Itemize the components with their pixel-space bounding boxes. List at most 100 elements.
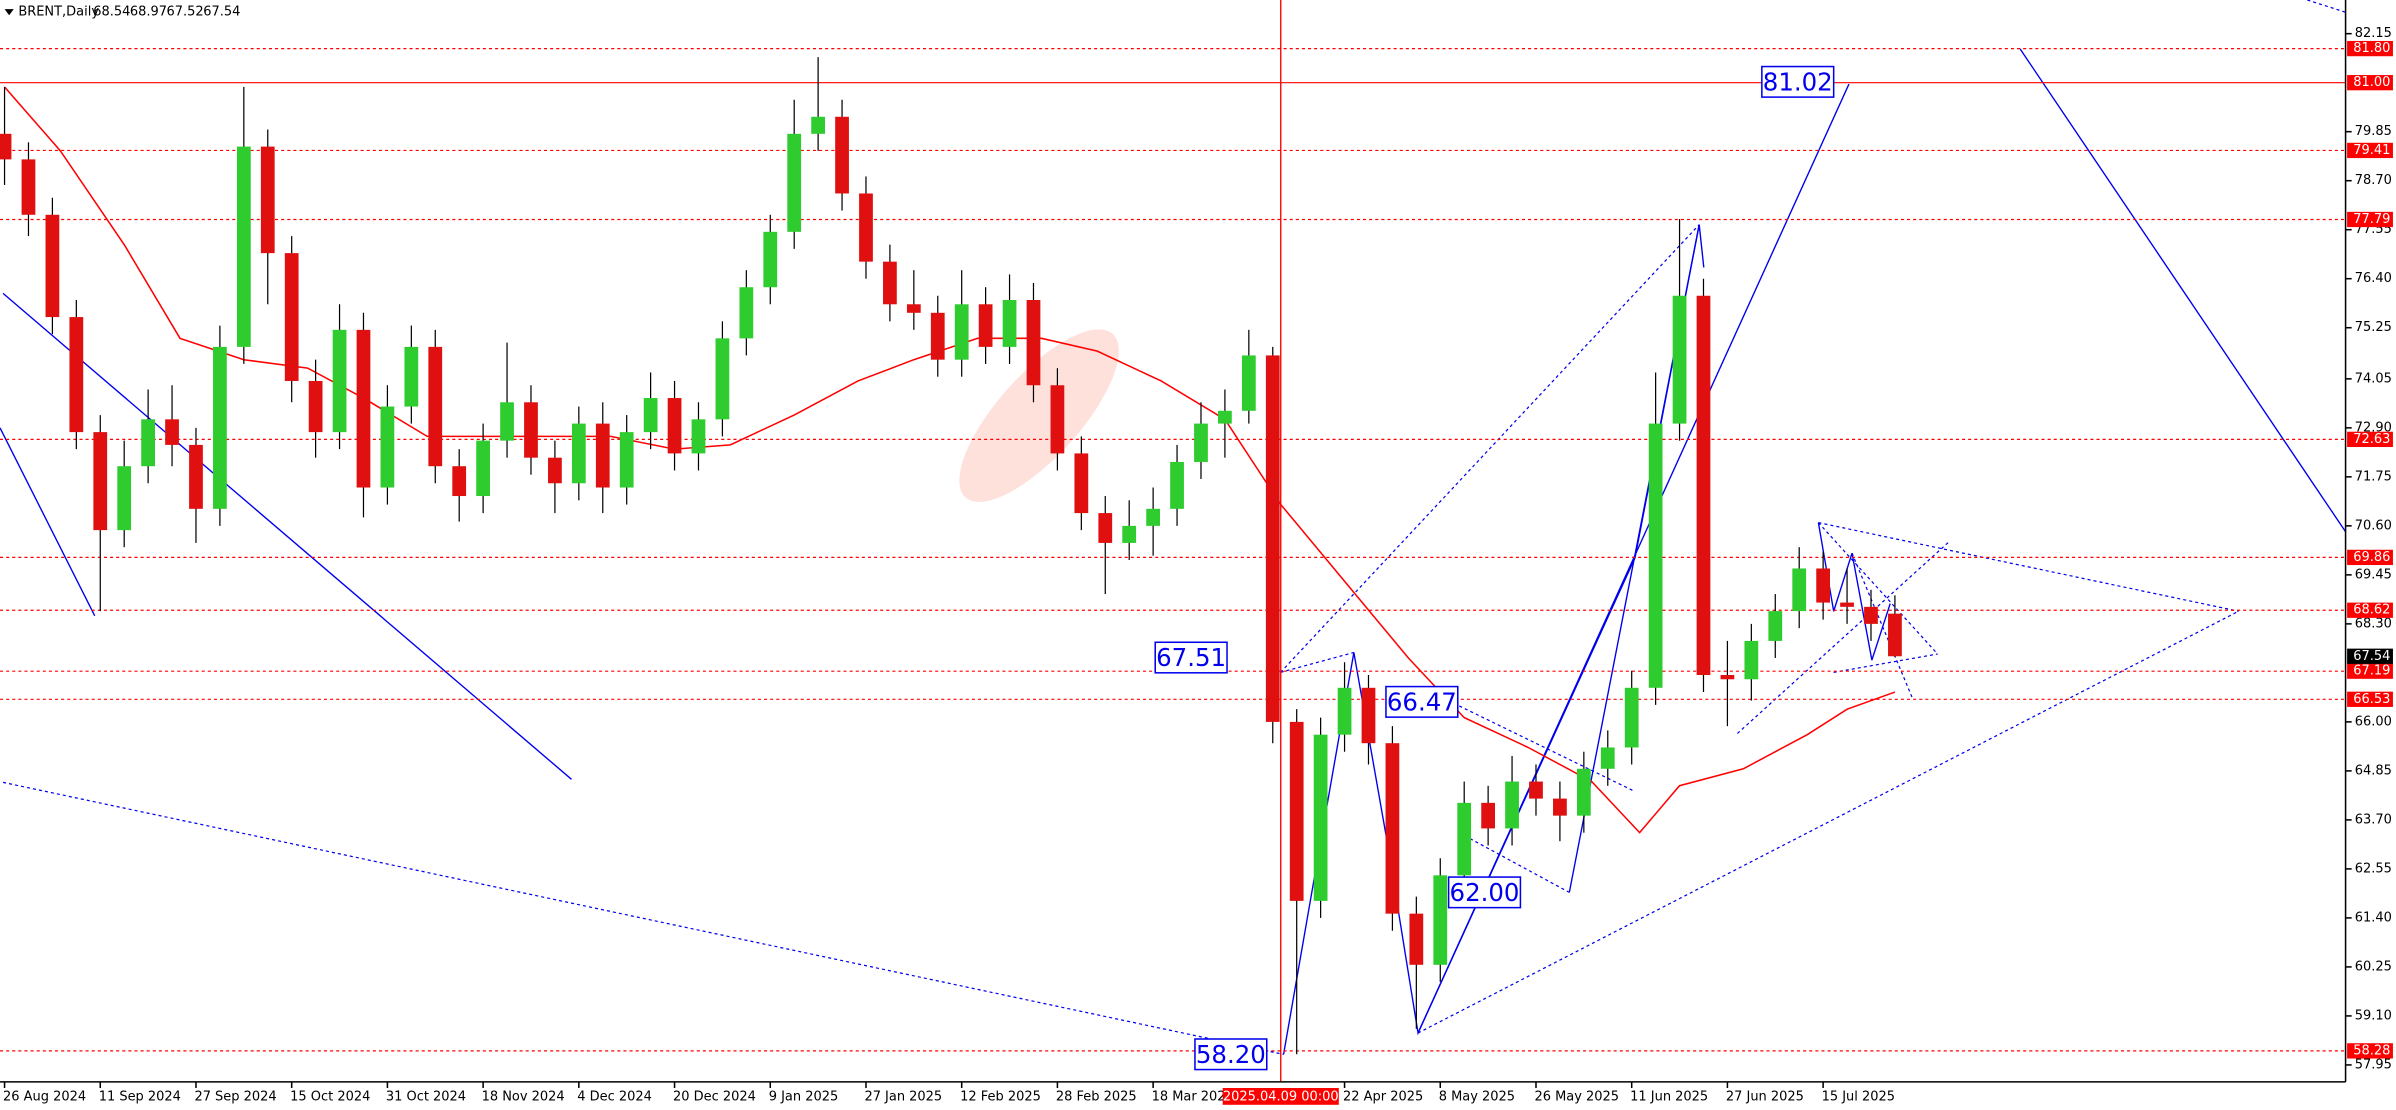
candle-body bbox=[1361, 687, 1376, 744]
level-label: 69.86 bbox=[2353, 550, 2390, 565]
level-label: 79.41 bbox=[2353, 143, 2390, 158]
y-tick-label: 78.70 bbox=[2355, 173, 2392, 188]
header-symbol: BRENT,Daily bbox=[18, 5, 99, 20]
current-price-box bbox=[2347, 648, 2393, 664]
plot bbox=[0, 0, 2346, 1082]
candle-body bbox=[571, 423, 586, 484]
header-close: 67.54 bbox=[203, 5, 240, 20]
candle-body bbox=[1840, 602, 1854, 607]
candle-body bbox=[1002, 300, 1017, 347]
x-tick-label: 22 Apr 2025 bbox=[1343, 1090, 1423, 1105]
price-annotation: 81.02 bbox=[1763, 67, 1833, 96]
dotted-line bbox=[1736, 542, 1949, 734]
y-tick-label: 82.15 bbox=[2355, 26, 2392, 41]
level-label-box bbox=[2347, 691, 2393, 707]
x-tick-label: 9 Jan 2025 bbox=[769, 1090, 839, 1105]
candle-body bbox=[308, 380, 323, 433]
dotted-line bbox=[1833, 653, 1938, 673]
candle-body bbox=[1672, 295, 1687, 424]
trend-line bbox=[1417, 83, 1850, 1034]
candle-body bbox=[1026, 300, 1041, 386]
candle-body bbox=[763, 231, 778, 288]
candle-body bbox=[643, 398, 658, 433]
candle-body bbox=[1529, 781, 1543, 799]
crosshair-label: 2025.04.09 00:00 bbox=[1223, 1090, 1339, 1105]
candle-body bbox=[1170, 461, 1184, 509]
y-tick-label: 79.85 bbox=[2355, 124, 2392, 139]
price-annotation-box bbox=[1385, 685, 1459, 718]
candle-body bbox=[1816, 568, 1831, 603]
trend-line bbox=[2, 292, 572, 780]
candle-body bbox=[284, 253, 299, 381]
candle-body bbox=[1768, 611, 1783, 641]
candle-body bbox=[1600, 747, 1615, 769]
candle-body bbox=[1457, 802, 1472, 876]
candle-body bbox=[619, 432, 634, 488]
dotted-line bbox=[1817, 522, 1939, 655]
x-tick-label: 20 Dec 2024 bbox=[673, 1090, 756, 1105]
trend-line bbox=[2019, 48, 2347, 533]
header: BRENT,Daily 68.54 68.97 67.52 67.54 bbox=[4, 5, 240, 20]
candle-body bbox=[1241, 355, 1256, 411]
x-tick-label: 27 Jun 2025 bbox=[1726, 1090, 1804, 1105]
level-label-box bbox=[2347, 211, 2393, 228]
candle-body bbox=[500, 402, 514, 441]
candle-body bbox=[1481, 802, 1496, 829]
level-label-box bbox=[2347, 40, 2393, 57]
candle-body bbox=[93, 432, 108, 531]
level-label: 58.28 bbox=[2353, 1043, 2390, 1058]
y-tick-label: 68.30 bbox=[2355, 616, 2392, 631]
candle-body bbox=[117, 466, 132, 531]
level-label: 68.62 bbox=[2353, 603, 2390, 618]
moving-average bbox=[4, 86, 1896, 834]
price-annotation-box bbox=[1154, 641, 1228, 674]
y-tick-label: 66.00 bbox=[2355, 714, 2392, 729]
candle-body bbox=[1648, 423, 1663, 688]
candle-body bbox=[715, 338, 730, 420]
y-tick-label: 69.45 bbox=[2355, 567, 2392, 582]
y-tick-label: 57.95 bbox=[2355, 1057, 2392, 1072]
dotted-line bbox=[1280, 224, 1700, 673]
x-tick-label: 31 Oct 2024 bbox=[386, 1090, 466, 1105]
dotted-line bbox=[1818, 522, 2239, 612]
dotted-line bbox=[2307, 0, 2346, 13]
price-annotation-box bbox=[1194, 1038, 1268, 1071]
x-tick-label: 15 Oct 2024 bbox=[290, 1090, 370, 1105]
candle-body bbox=[1792, 568, 1807, 612]
candle-body bbox=[835, 116, 849, 194]
y-tick-label: 63.70 bbox=[2355, 812, 2392, 827]
x-tick-label: 15 Jul 2025 bbox=[1822, 1090, 1895, 1105]
candle-body bbox=[1864, 606, 1878, 624]
candle-body bbox=[1050, 385, 1065, 454]
level-label: 81.00 bbox=[2353, 75, 2390, 90]
candle-body bbox=[1696, 295, 1711, 676]
candle-body bbox=[1098, 513, 1113, 543]
candle-body bbox=[141, 419, 155, 467]
candle-body bbox=[1337, 687, 1352, 735]
candle-body bbox=[1720, 675, 1735, 680]
candle-body bbox=[1218, 410, 1232, 424]
candle-body bbox=[883, 261, 897, 305]
x-tick-label: 11 Sep 2024 bbox=[99, 1090, 181, 1105]
crosshair-label-box bbox=[1222, 1087, 1339, 1105]
candle-body bbox=[428, 346, 443, 467]
candle-body bbox=[1505, 781, 1519, 829]
candle-body bbox=[859, 193, 873, 262]
y-tick-label: 75.25 bbox=[2355, 320, 2392, 335]
candle-body bbox=[667, 398, 682, 454]
price-annotation-box bbox=[1447, 876, 1522, 909]
candle-body bbox=[452, 466, 467, 497]
candle-body bbox=[236, 146, 251, 347]
level-label-box bbox=[2347, 75, 2393, 91]
candle-body bbox=[1409, 913, 1424, 965]
dotted-line bbox=[1459, 705, 1636, 793]
x-tick-label: 18 Nov 2024 bbox=[482, 1090, 565, 1105]
x-tick-label: 11 Jun 2025 bbox=[1630, 1090, 1708, 1105]
candle-body bbox=[1289, 721, 1304, 901]
y-tick-label: 72.90 bbox=[2355, 420, 2392, 435]
candle-body bbox=[1624, 687, 1639, 748]
level-label-box bbox=[2347, 549, 2393, 566]
current-price-label: 67.54 bbox=[2353, 649, 2390, 664]
